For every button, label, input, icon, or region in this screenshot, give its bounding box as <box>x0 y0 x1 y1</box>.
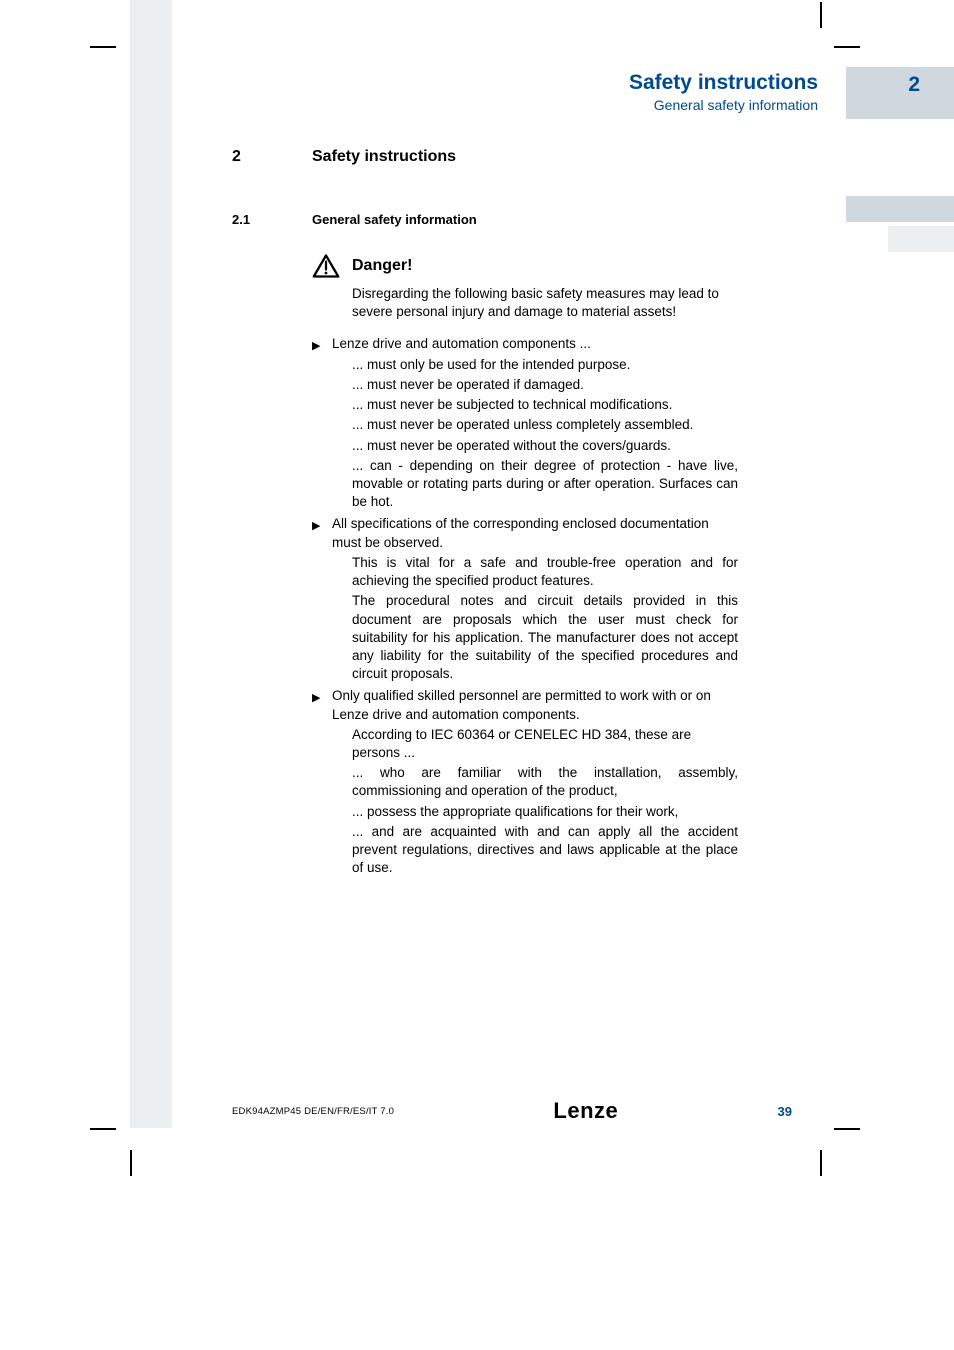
crop-mark <box>90 1128 116 1130</box>
list-item-subline: ... must never be operated without the c… <box>352 437 738 455</box>
header-title: Safety instructions <box>0 71 818 95</box>
header-subtitle: General safety information <box>0 97 818 113</box>
page-header: Safety instructions General safety infor… <box>0 67 954 119</box>
section-heading-row: 2 Safety instructions <box>232 148 738 166</box>
crop-mark <box>130 1150 132 1176</box>
subsection-number: 2.1 <box>232 212 312 227</box>
crop-mark <box>820 1150 822 1176</box>
right-accent-bar <box>846 196 954 222</box>
danger-block: Danger! Disregarding the following basic… <box>312 253 738 321</box>
list-item: All specifications of the corresponding … <box>312 515 738 683</box>
subsection-title: General safety information <box>312 212 477 227</box>
section-number: 2 <box>232 148 312 166</box>
bullet-marker-icon <box>312 687 332 877</box>
lenze-logo: Lenze <box>553 1098 618 1124</box>
danger-heading: Danger! <box>312 253 738 279</box>
list-item-subline: ... who are familiar with the installati… <box>352 764 738 800</box>
list-item-subline: ... must never be subjected to technical… <box>352 396 738 414</box>
list-item-text: Only qualified skilled personnel are per… <box>332 687 738 877</box>
header-chapter-number: 2 <box>846 67 954 119</box>
section-title: Safety instructions <box>312 148 456 166</box>
page-footer: EDK94AZMP45 DE/EN/FR/ES/IT 7.0 Lenze 39 <box>232 1098 792 1124</box>
list-item-subline: ... and are acquainted with and can appl… <box>352 823 738 878</box>
list-item-subline: ... must never be operated if damaged. <box>352 376 738 394</box>
footer-page-number: 39 <box>778 1104 792 1119</box>
list-item-subline: This is vital for a safe and trouble-fre… <box>352 554 738 590</box>
page: Safety instructions General safety infor… <box>0 0 954 1350</box>
list-item-lead: Only qualified skilled personnel are per… <box>332 687 738 723</box>
header-title-block: Safety instructions General safety infor… <box>0 67 846 119</box>
list-item-subline: The procedural notes and circuit details… <box>352 592 738 683</box>
subsection-heading-row: 2.1 General safety information <box>232 212 738 227</box>
list-item-text: Lenze drive and automation components ..… <box>332 335 738 511</box>
list-item-lead: Lenze drive and automation components ..… <box>332 335 738 353</box>
danger-body: Disregarding the following basic safety … <box>352 285 738 321</box>
list-item-subline: ... must never be operated unless comple… <box>352 416 738 434</box>
bullet-list: Lenze drive and automation components ..… <box>312 335 738 877</box>
warning-triangle-icon <box>312 253 340 279</box>
list-item-subline: ... must only be used for the intended p… <box>352 356 738 374</box>
footer-doc-code: EDK94AZMP45 DE/EN/FR/ES/IT 7.0 <box>232 1106 394 1117</box>
list-item: Lenze drive and automation components ..… <box>312 335 738 511</box>
left-margin-column <box>130 0 172 1128</box>
bullet-marker-icon <box>312 515 332 683</box>
list-item-subline: ... can - depending on their degree of p… <box>352 457 738 512</box>
crop-mark <box>834 46 860 48</box>
list-item-subline: ... possess the appropriate qualificatio… <box>352 803 738 821</box>
bullet-marker-icon <box>312 335 332 511</box>
body-content: 2 Safety instructions 2.1 General safety… <box>232 148 738 878</box>
list-item-text: All specifications of the corresponding … <box>332 515 738 683</box>
crop-mark <box>820 2 822 28</box>
right-accent-bar-light <box>888 226 954 252</box>
crop-mark <box>834 1128 860 1130</box>
list-item-subline: According to IEC 60364 or CENELEC HD 384… <box>352 726 738 762</box>
list-item-lead: All specifications of the corresponding … <box>332 515 738 551</box>
crop-mark <box>90 46 116 48</box>
danger-title: Danger! <box>352 257 412 275</box>
list-item: Only qualified skilled personnel are per… <box>312 687 738 877</box>
